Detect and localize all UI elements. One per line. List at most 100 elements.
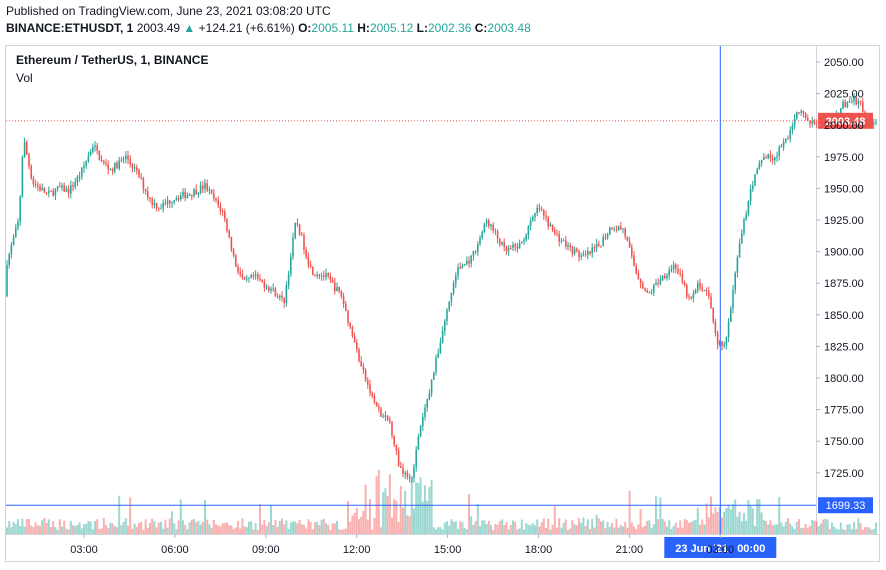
candle-body (760, 159, 763, 164)
volume-bar (624, 522, 627, 534)
candle-body (609, 227, 611, 234)
time-axis[interactable]: 03:00 06:00 09:00 12:00 15:00 18:00 21:00 03:00 (70, 534, 734, 556)
volume-bar (597, 518, 600, 534)
candle-body (681, 274, 684, 283)
volume-bar (397, 522, 400, 534)
volume-bar (87, 520, 90, 534)
volume-bar (149, 522, 151, 534)
volume-bar (580, 522, 583, 534)
candle-body (644, 288, 646, 291)
candle-body (182, 191, 184, 196)
volume-bar (824, 518, 827, 534)
candle-body (844, 101, 846, 107)
volume-bar (806, 527, 809, 534)
crosshair-time-badge (664, 537, 777, 558)
candle-body (840, 108, 842, 114)
candle-body (661, 275, 664, 281)
candle-body (450, 292, 453, 302)
time-tick-label: 03:00 (707, 544, 735, 556)
candle-body (215, 198, 217, 201)
volume-bar (441, 529, 444, 534)
volume-bar (435, 529, 437, 534)
volume-bar (228, 525, 231, 534)
candle-body (263, 281, 266, 288)
volume-bar (817, 526, 820, 534)
candle-body (417, 436, 420, 450)
candle-body (813, 121, 816, 125)
candle-body (646, 290, 648, 293)
candle-body (272, 288, 274, 290)
candle-body (521, 241, 523, 243)
symbol-name[interactable]: BINANCE:ETHUSDT, 1 (6, 21, 134, 35)
candle-body (340, 291, 343, 297)
candle-body (386, 415, 389, 420)
volume-bar (703, 524, 706, 534)
candle-body (411, 477, 413, 479)
volume-bar (382, 491, 385, 534)
candle-body (193, 189, 195, 196)
volume-bar (608, 527, 611, 534)
candle-body (175, 198, 178, 201)
candle-body (741, 233, 743, 244)
volume-bar (758, 499, 761, 534)
candle-body (17, 221, 19, 228)
volume-bar (305, 528, 308, 534)
volume-bar (206, 519, 209, 534)
volume-bar (547, 518, 550, 534)
volume-bar (569, 528, 572, 534)
volume-bar (358, 519, 360, 534)
volume-bar (443, 522, 446, 534)
volume-bar (549, 529, 552, 534)
candle-body (595, 243, 598, 249)
volume-bar (76, 524, 79, 534)
volume-bar (688, 522, 690, 534)
volume-bar (725, 507, 728, 534)
volume-bar (98, 528, 101, 534)
candle-body (444, 320, 446, 332)
volume-legend[interactable]: Vol (16, 71, 33, 85)
candle-body (782, 142, 785, 148)
candle-body (320, 275, 323, 277)
volume-bar (534, 525, 536, 534)
candle-body (855, 97, 857, 105)
candle-body (63, 185, 65, 192)
candle-body (859, 101, 862, 102)
candle-body (485, 220, 488, 224)
volume-bar (10, 527, 13, 534)
candle-body (173, 200, 175, 203)
candle-body (208, 189, 211, 191)
candle-body (683, 282, 686, 286)
volume-bar (556, 527, 558, 534)
volume-bar (507, 529, 510, 534)
volume-bar (252, 529, 255, 534)
volume-bar (646, 520, 649, 534)
volume-bar (320, 519, 323, 534)
volume-bar (204, 500, 206, 534)
volume-bar (659, 497, 662, 534)
price-change: +124.21 (+6.61%) (198, 21, 295, 35)
close-label: C: (474, 21, 488, 35)
volume-bar (127, 525, 129, 534)
volume-bar (864, 527, 866, 534)
volume-bar (446, 521, 448, 534)
candle-body (72, 185, 74, 187)
volume-bar (336, 520, 338, 534)
chart-legend-title[interactable]: Ethereum / TetherUS, 1, BINANCE (16, 53, 209, 67)
volume-bar (857, 518, 860, 534)
price-axis[interactable]: 1725.00 1750.00 1775.00 1800.00 1825.00 1850.… (816, 57, 864, 480)
candle-body (756, 168, 758, 175)
volume-bar (50, 527, 52, 534)
volume-bar (584, 526, 587, 534)
volume-bar (795, 521, 798, 534)
candle-body (688, 296, 690, 298)
candle-body (804, 113, 807, 119)
volume-bar (256, 529, 259, 534)
volume-bar (745, 520, 748, 534)
volume-bar (424, 485, 426, 534)
volume-bar (681, 527, 684, 534)
candle-body (265, 287, 268, 289)
volume-bar (285, 520, 288, 534)
crosshair-price-label: 1699.33 (826, 500, 866, 512)
candle-body (483, 223, 486, 233)
